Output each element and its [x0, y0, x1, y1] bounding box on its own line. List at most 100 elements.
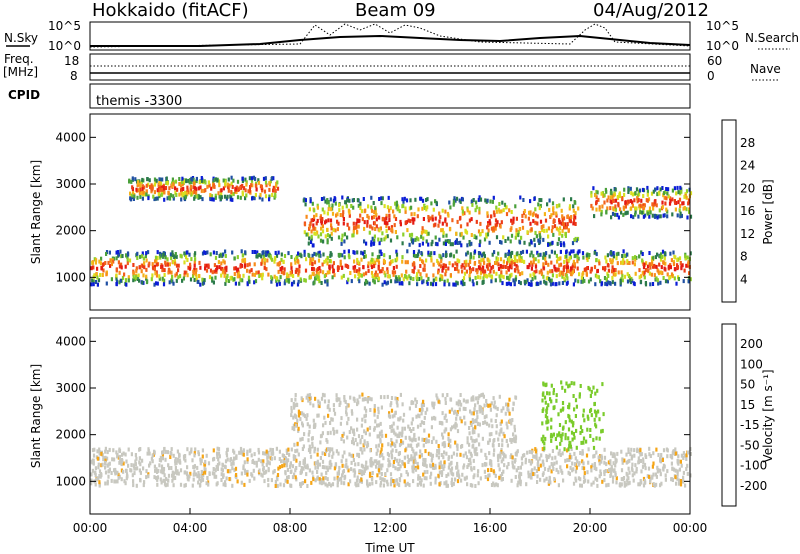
power-cell: [377, 237, 380, 242]
power-cell: [257, 270, 260, 275]
velocity-cell: [641, 464, 645, 469]
power-cell: [102, 268, 105, 273]
velocity-cell: [323, 465, 326, 470]
power-cell: [334, 201, 337, 206]
velocity-cell: [380, 466, 383, 471]
velocity-cell: [275, 446, 278, 451]
power-cell: [163, 268, 166, 273]
power-cell: [559, 249, 562, 254]
velocity-cell: [383, 395, 386, 400]
velocity-cell: [374, 419, 377, 424]
power-cell: [517, 233, 520, 238]
power-cell: [183, 179, 186, 184]
power-cell: [391, 259, 394, 264]
velocity-cell: [350, 467, 353, 472]
power-cell: [139, 181, 142, 186]
velocity-cell: [366, 399, 369, 404]
power-cell: [488, 262, 491, 267]
nsky-panel: [89, 21, 691, 51]
power-cell: [572, 249, 575, 254]
velocity-cell: [118, 454, 121, 459]
power-cell: [603, 200, 606, 205]
power-cell: [195, 187, 198, 192]
power-cell: [266, 258, 269, 263]
velocity-cell: [155, 467, 158, 472]
power-cell: [350, 279, 353, 284]
power-cell: [326, 200, 329, 205]
power-cell: [305, 257, 308, 262]
velocity-cell: [341, 454, 344, 459]
power-cell: [556, 256, 559, 261]
power-cell: [352, 205, 355, 210]
power-cell: [629, 186, 632, 191]
power-cell: [598, 205, 601, 210]
power-cell: [565, 281, 568, 286]
velocity-cell: [91, 468, 94, 473]
power-cell: [201, 277, 204, 282]
power-cell: [497, 267, 501, 271]
power-cell: [469, 255, 472, 260]
velocity-cell: [317, 399, 320, 404]
velocity-colorbar-tick: -200: [740, 479, 767, 493]
power-cell: [239, 186, 242, 190]
nsearch-tick-bottom: 10^0: [706, 39, 739, 53]
power-cell: [271, 257, 274, 262]
power-cell: [138, 278, 141, 283]
velocity-cell: [417, 436, 420, 441]
velocity-cell: [435, 393, 438, 398]
power-cell: [481, 269, 485, 274]
velocity-cell: [202, 473, 205, 478]
velocity-cell: [643, 462, 647, 467]
velocity-cell: [592, 445, 596, 450]
velocity-cell: [550, 383, 553, 388]
velocity-cell: [537, 467, 540, 472]
power-cell: [173, 258, 176, 263]
velocity-cell: [339, 400, 342, 405]
power-cell: [162, 282, 166, 287]
nsky-curve: [90, 34, 691, 47]
power-cell: [506, 261, 509, 266]
power-cell: [275, 183, 278, 188]
power-cell: [141, 196, 144, 201]
power-cell: [475, 268, 478, 273]
velocity-cell: [304, 465, 308, 470]
velocity-cell: [353, 468, 356, 473]
power-cell: [273, 259, 276, 264]
velocity-cell: [417, 442, 420, 447]
power-cell: [662, 191, 665, 196]
power-cell: [158, 194, 161, 199]
power-cell: [378, 269, 382, 274]
power-cell: [596, 190, 599, 195]
velocity-cell: [127, 463, 130, 468]
velocity-cell: [380, 447, 383, 452]
power-cell: [250, 176, 253, 181]
power-cell: [227, 188, 230, 193]
power-cell: [566, 265, 569, 270]
power-cell: [215, 251, 218, 255]
power-cell: [276, 186, 280, 191]
power-cell: [669, 251, 672, 256]
velocity-cell: [475, 396, 478, 401]
power-cell: [630, 191, 633, 196]
velocity-cell: [516, 449, 519, 454]
power-cell: [338, 203, 341, 208]
power-cell: [373, 234, 376, 239]
power-cell: [263, 257, 266, 262]
power-cell: [315, 268, 318, 273]
velocity-cell: [423, 438, 426, 442]
power-cell: [634, 206, 637, 211]
power-frame: [89, 113, 691, 311]
power-cell: [480, 253, 484, 258]
velocity-cell: [612, 475, 615, 480]
power-cell: [642, 194, 645, 198]
power-cell: [578, 249, 581, 254]
power-cell: [517, 229, 520, 234]
velocity-cell: [285, 463, 289, 468]
velocity-cell: [198, 483, 202, 488]
power-cell: [185, 255, 188, 260]
velocity-cell: [580, 483, 583, 488]
velocity-cell: [395, 439, 398, 444]
power-cell: [439, 264, 443, 269]
power-cell: [222, 186, 225, 191]
power-cell: [513, 254, 516, 259]
